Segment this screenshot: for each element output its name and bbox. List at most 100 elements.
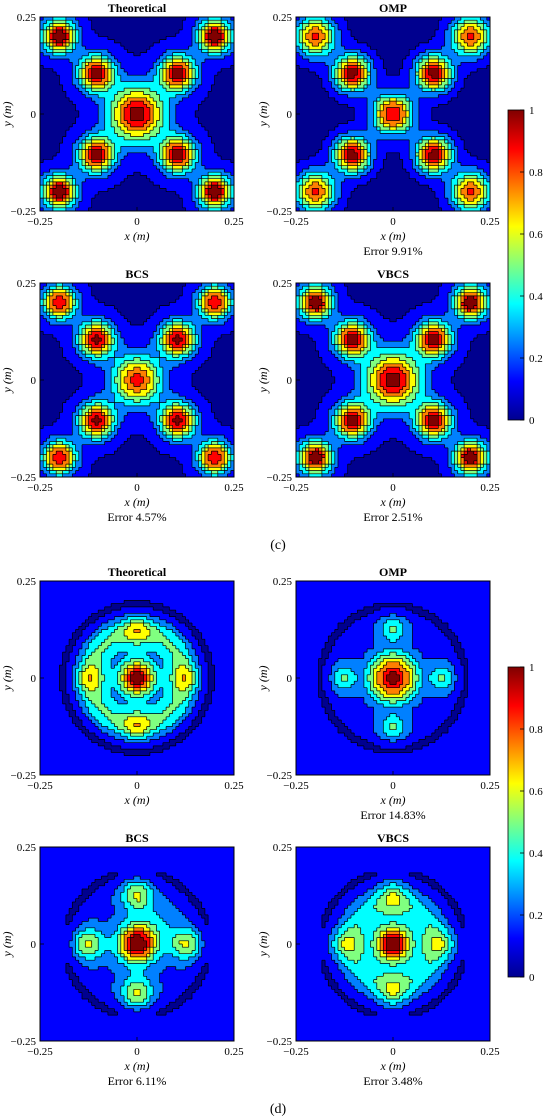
- cell: [46, 71, 51, 76]
- cell: [422, 33, 426, 37]
- cell: [230, 94, 235, 99]
- cell: [409, 49, 413, 53]
- cell: [302, 29, 307, 34]
- cell: [137, 117, 141, 121]
- cell: [107, 146, 112, 150]
- cell: [111, 68, 115, 73]
- cell: [195, 107, 199, 112]
- cell: [441, 84, 446, 89]
- cell: [386, 78, 391, 83]
- cell: [409, 78, 413, 83]
- cell: [480, 81, 484, 86]
- cell: [162, 162, 167, 167]
- cell: [159, 81, 164, 86]
- cell: [208, 71, 212, 76]
- cell: [162, 94, 167, 99]
- cell: [88, 117, 93, 121]
- cell: [56, 17, 60, 21]
- cell: [425, 17, 429, 21]
- cell: [296, 84, 300, 89]
- cell: [130, 46, 135, 50]
- cell: [415, 29, 420, 34]
- cell: [156, 146, 161, 150]
- cell: [204, 126, 209, 131]
- cell: [221, 156, 225, 160]
- cell: [208, 185, 212, 189]
- cell: [175, 181, 180, 186]
- cell: [447, 26, 452, 31]
- cell: [69, 104, 73, 108]
- cell: [321, 78, 326, 83]
- cell: [460, 39, 465, 44]
- cell: [98, 65, 102, 70]
- cell: [85, 175, 89, 180]
- cell: [153, 101, 157, 105]
- cell: [302, 55, 307, 60]
- cell: [46, 194, 51, 199]
- cell: [338, 88, 342, 92]
- cell: [182, 29, 186, 34]
- cell: [211, 55, 215, 60]
- cell: [227, 101, 232, 105]
- cell: [52, 133, 57, 138]
- cell: [98, 120, 102, 125]
- cell: [146, 59, 151, 63]
- cell: [94, 94, 99, 99]
- cell: [217, 130, 222, 134]
- cell: [380, 52, 384, 57]
- cell: [457, 81, 462, 86]
- cell: [172, 172, 177, 176]
- cell: [435, 68, 439, 73]
- cell: [59, 52, 64, 57]
- cell: [65, 94, 70, 99]
- cell: [75, 130, 80, 134]
- cell: [85, 198, 89, 202]
- cell: [344, 36, 349, 41]
- cell: [94, 78, 99, 83]
- cell: [127, 188, 131, 192]
- cell: [52, 194, 57, 199]
- cell: [191, 71, 196, 76]
- cell: [214, 181, 219, 186]
- cell: [159, 65, 164, 70]
- cell: [179, 20, 183, 24]
- cell: [130, 194, 135, 199]
- cell: [169, 107, 173, 112]
- cell: [149, 46, 154, 50]
- cell: [98, 188, 102, 192]
- cell: [175, 143, 180, 147]
- cell: [191, 65, 196, 70]
- cell: [185, 46, 190, 50]
- cell: [221, 107, 225, 112]
- cell: [227, 139, 232, 144]
- cell: [62, 178, 67, 183]
- cell: [140, 188, 144, 192]
- cell: [175, 152, 180, 157]
- cell: [214, 159, 219, 163]
- cell: [111, 88, 115, 92]
- cell: [124, 65, 128, 70]
- cell: [227, 165, 232, 170]
- cell: [191, 17, 196, 21]
- cell: [185, 149, 190, 154]
- cell: [130, 91, 135, 95]
- cell: [224, 23, 228, 28]
- cell: [204, 62, 209, 66]
- cell: [373, 23, 378, 28]
- cell: [230, 33, 235, 37]
- cell: [221, 143, 225, 147]
- cell: [133, 152, 138, 157]
- cell: [146, 198, 151, 202]
- cell: [153, 126, 157, 131]
- cell: [380, 65, 384, 70]
- cell: [40, 55, 44, 60]
- cell: [185, 114, 190, 118]
- cell: [198, 114, 203, 118]
- cell: [162, 178, 167, 183]
- cell: [130, 78, 135, 83]
- cell: [172, 204, 177, 209]
- cell: [82, 133, 86, 138]
- cell: [91, 17, 96, 21]
- cell: [360, 65, 365, 70]
- cell: [98, 68, 102, 73]
